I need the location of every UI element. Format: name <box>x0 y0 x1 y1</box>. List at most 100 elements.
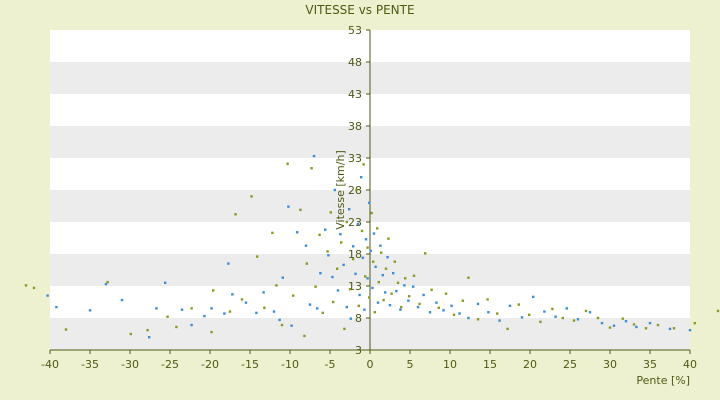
x-tick-label: -25 <box>161 358 179 371</box>
data-point-series-2 <box>32 286 36 290</box>
data-point-series-1 <box>458 312 461 315</box>
data-point-series-1 <box>407 299 410 302</box>
x-tick-label: 0 <box>367 358 374 371</box>
x-tick-label: 15 <box>483 358 497 371</box>
data-point-series-2 <box>280 323 284 327</box>
data-point-series-2 <box>336 267 339 270</box>
data-point-series-2 <box>584 309 588 313</box>
data-point-series-1 <box>327 254 330 257</box>
data-point-series-1 <box>554 315 557 318</box>
data-point-series-1 <box>356 222 360 226</box>
data-point-series-2 <box>355 188 358 192</box>
data-point-series-1 <box>412 285 415 288</box>
data-point-series-1 <box>148 336 151 339</box>
x-tick-label: 40 <box>683 358 697 371</box>
data-point-series-2 <box>377 280 380 284</box>
data-point-series-2 <box>572 319 576 322</box>
data-point-series-1 <box>668 327 672 331</box>
data-point-series-2 <box>305 262 308 265</box>
data-point-series-2 <box>286 162 289 165</box>
y-tick-label: 23 <box>348 216 362 229</box>
data-point-series-2 <box>486 298 489 301</box>
data-point-series-1 <box>371 286 374 290</box>
data-points <box>24 154 720 339</box>
data-point-series-1 <box>565 307 568 310</box>
data-point-series-2 <box>326 250 329 253</box>
data-point-series-1 <box>600 321 604 325</box>
data-point-series-2 <box>166 315 169 318</box>
data-point-series-1 <box>532 295 535 299</box>
data-point-series-2 <box>263 306 266 309</box>
data-point-series-1 <box>395 289 398 293</box>
y-tick-label: 3 <box>355 344 362 357</box>
y-axis-label: Vitesse [km/h] <box>334 150 347 230</box>
data-point-series-2 <box>366 246 369 249</box>
data-point-series-2 <box>275 284 278 287</box>
data-point-series-2 <box>129 332 132 336</box>
data-point-series-2 <box>329 211 332 214</box>
data-point-series-2 <box>656 323 660 327</box>
data-point-series-2 <box>621 317 624 320</box>
data-point-series-2 <box>175 325 178 329</box>
data-point-series-1 <box>312 154 316 158</box>
data-point-series-2 <box>343 327 346 331</box>
data-point-series-2 <box>390 292 393 295</box>
data-point-series-2 <box>210 330 213 334</box>
data-point-series-1 <box>450 304 453 308</box>
data-point-series-2 <box>24 284 28 287</box>
data-point-series-2 <box>372 260 375 263</box>
data-point-series-1 <box>287 205 290 208</box>
data-point-series-2 <box>212 289 215 292</box>
data-point-series-1 <box>361 256 364 260</box>
data-point-series-1 <box>308 303 312 306</box>
data-point-series-2 <box>496 312 499 315</box>
data-point-series-1 <box>366 277 369 280</box>
x-tick-labels: -40 -35 -30 -25 -20 -15 -10 -5 0 5 10 15 20 25 30 35 40 <box>41 358 697 371</box>
y-tick-label: 53 <box>348 24 362 37</box>
data-point-series-1 <box>688 328 692 332</box>
data-point-series-1 <box>379 244 382 247</box>
data-point-series-2 <box>393 260 396 263</box>
data-point-series-1 <box>360 176 363 179</box>
data-point-series-1 <box>345 305 348 309</box>
data-point-series-2 <box>332 300 335 304</box>
data-point-series-2 <box>376 227 379 230</box>
data-point-series-2 <box>437 306 440 309</box>
data-point-series-2 <box>292 294 295 297</box>
data-point-series-2 <box>146 328 149 332</box>
data-point-series-2 <box>418 302 421 306</box>
data-point-series-2 <box>321 311 324 315</box>
data-point-series-1 <box>381 273 384 277</box>
data-point-series-2 <box>506 327 509 331</box>
data-point-series-1 <box>164 281 167 284</box>
data-point-series-1 <box>104 282 108 286</box>
data-point-series-2 <box>596 316 600 320</box>
data-point-series-1 <box>223 312 226 315</box>
data-point-series-2 <box>387 237 390 240</box>
data-point-series-2 <box>299 208 302 212</box>
data-point-series-2 <box>404 277 407 280</box>
data-point-series-2 <box>380 251 383 254</box>
data-point-series-2 <box>644 327 648 330</box>
data-point-series-2 <box>444 292 448 295</box>
x-tick-label: -40 <box>41 358 59 371</box>
data-point-series-1 <box>372 232 376 235</box>
data-point-series-1 <box>442 309 445 312</box>
y-tick-label: 18 <box>348 248 362 261</box>
y-tick-label: 38 <box>348 120 362 133</box>
data-point-series-2 <box>412 274 416 277</box>
data-point-series-1 <box>487 311 490 314</box>
data-point-series-1 <box>262 291 265 294</box>
data-point-series-1 <box>648 321 652 325</box>
x-tick-label: -30 <box>121 358 139 371</box>
data-point-series-2 <box>396 281 400 284</box>
data-point-series-2 <box>632 323 636 326</box>
x-tick-label: -10 <box>281 358 299 371</box>
data-point-series-1 <box>392 272 395 275</box>
data-point-series-2 <box>368 296 371 299</box>
data-point-series-1 <box>376 301 380 304</box>
data-point-series-1 <box>374 265 377 268</box>
x-tick-label: -15 <box>241 358 259 371</box>
data-point-series-2 <box>373 311 376 314</box>
